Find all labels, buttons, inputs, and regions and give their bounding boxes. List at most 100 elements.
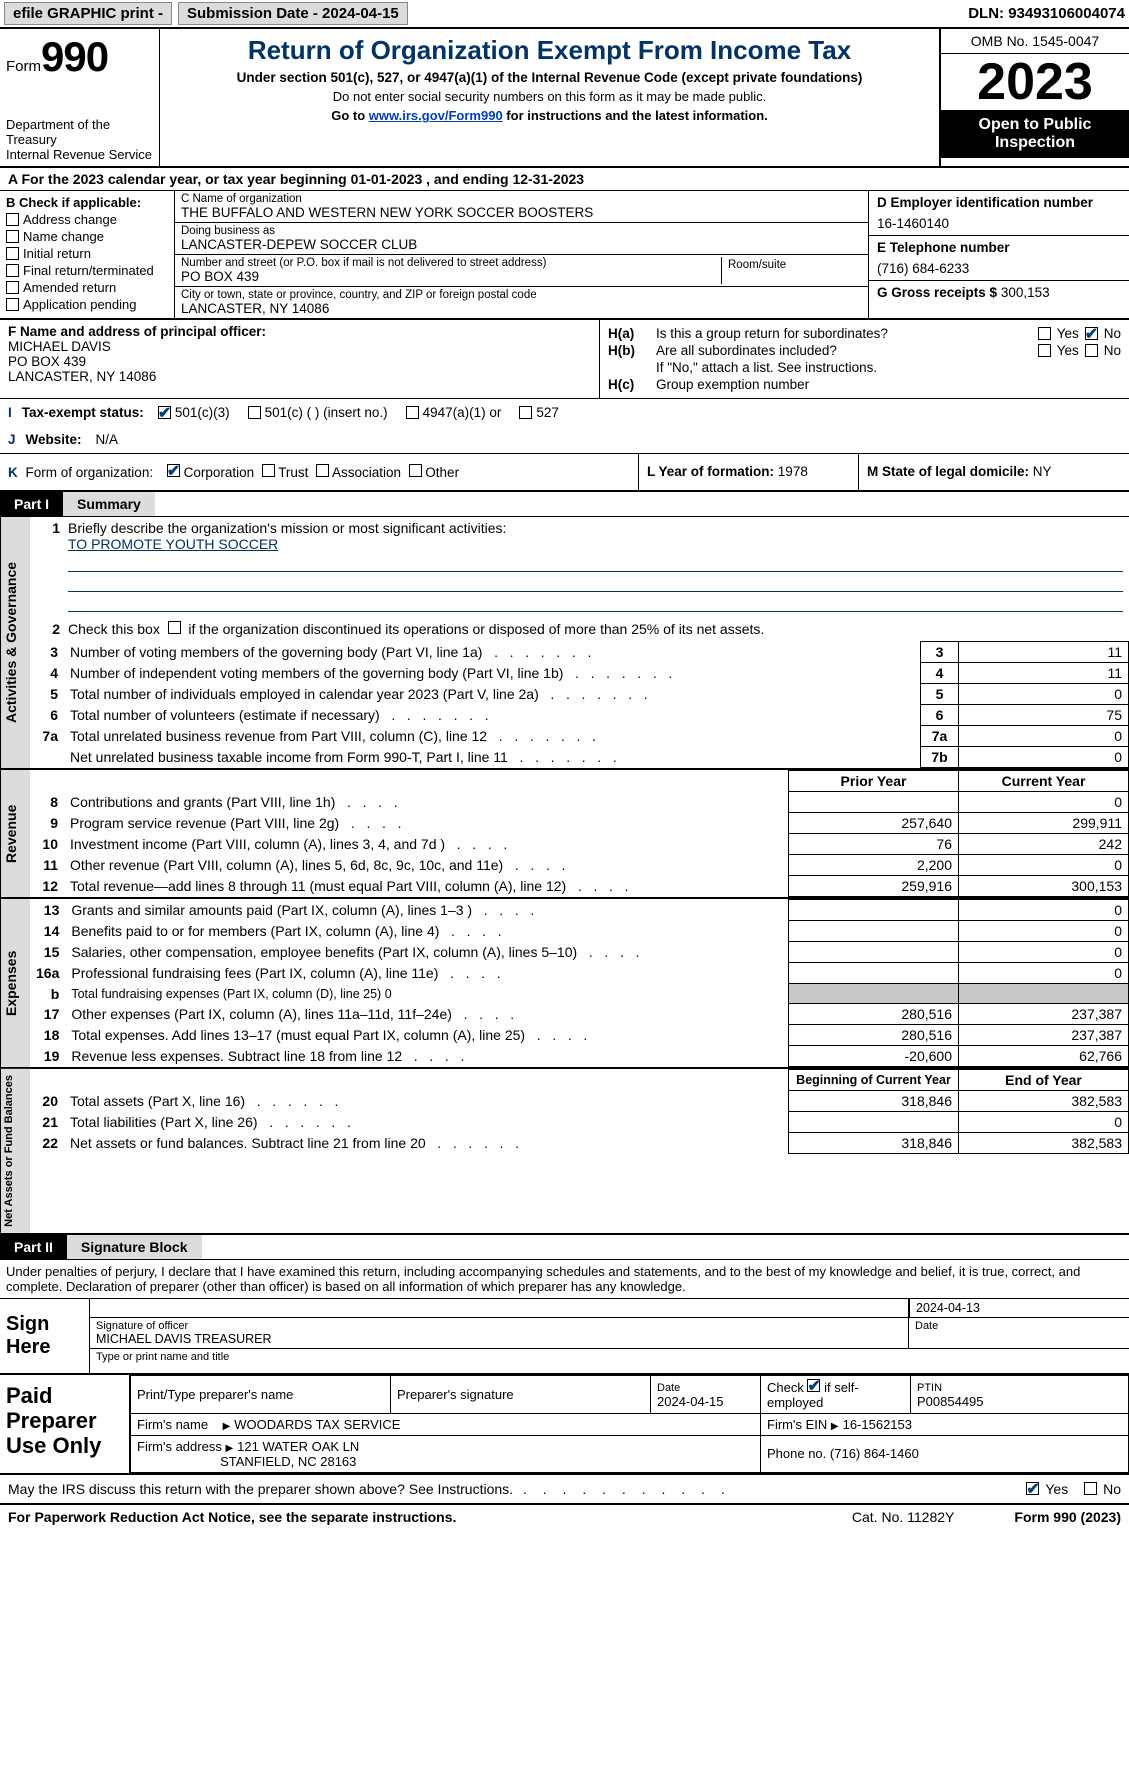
h-group-return: H(a) Is this a group return for subordin…	[600, 320, 1129, 398]
dept-text: Department of the Treasury Internal Reve…	[6, 117, 153, 162]
part-2-tab: Part II	[0, 1235, 67, 1259]
row-a-tax-year: A For the 2023 calendar year, or tax yea…	[0, 168, 1129, 191]
yes-label: Yes	[1045, 1481, 1068, 1497]
j-lead: J	[8, 432, 16, 447]
row-k-l-m: K Form of organization: Corporation Trus…	[0, 454, 1129, 492]
col-b-checkbox[interactable]	[6, 247, 19, 260]
no-label: No	[1104, 343, 1121, 358]
yes-label: Yes	[1057, 326, 1079, 341]
header-right: OMB No. 1545-0047 2023 Open to Public In…	[939, 29, 1129, 166]
city-value: LANCASTER, NY 14086	[181, 301, 862, 316]
header-left: Form990 Department of the Treasury Inter…	[0, 29, 160, 166]
col-b-checkbox[interactable]	[6, 281, 19, 294]
k-assoc-checkbox[interactable]	[316, 464, 329, 477]
hb-no-checkbox[interactable]	[1085, 344, 1098, 357]
mission-line-1	[68, 554, 1123, 572]
col-b-item: Name change	[6, 229, 168, 244]
link-pre: Go to	[331, 108, 369, 123]
link-note: Go to www.irs.gov/Form990 for instructio…	[170, 108, 929, 123]
k-corp-checkbox[interactable]	[167, 464, 180, 477]
col-b-text: Name change	[23, 229, 104, 244]
line-2-discontinued: Check this box Check this box if the org…	[68, 621, 1123, 637]
net-table: Beginning of Current YearEnd of Year20 T…	[30, 1069, 1129, 1154]
part-2-title: Signature Block	[67, 1235, 202, 1259]
org-name-label: C Name of organization	[181, 193, 862, 205]
discuss-no-checkbox[interactable]	[1084, 1482, 1097, 1495]
discuss-row: May the IRS discuss this return with the…	[0, 1475, 1129, 1505]
officer-label: F Name and address of principal officer:	[8, 324, 591, 339]
col-b-item: Initial return	[6, 246, 168, 261]
discuss-yes-checkbox[interactable]	[1026, 1482, 1039, 1495]
col-b-checkboxes: B Check if applicable: Address changeNam…	[0, 191, 175, 318]
k-trust-checkbox[interactable]	[262, 464, 275, 477]
m-state-domicile: M State of legal domicile: NY	[859, 454, 1129, 490]
part-1-header: Part I Summary	[0, 492, 1129, 517]
i-501c-checkbox[interactable]	[248, 406, 261, 419]
form-990-label: Form990	[6, 33, 153, 81]
addr-label: Number and street (or P.O. box if mail i…	[181, 257, 721, 269]
dba-name: LANCASTER-DEPEW SOCCER CLUB	[181, 237, 862, 252]
prep-selfemp-cell: Check if self-employed	[761, 1375, 911, 1413]
header-mid: Return of Organization Exempt From Incom…	[160, 29, 939, 166]
hb-yes-checkbox[interactable]	[1038, 344, 1051, 357]
col-b-checkbox[interactable]	[6, 213, 19, 226]
k-corp-label: Corporation	[184, 465, 255, 480]
tel-value: (716) 684-6233	[877, 261, 1121, 276]
k-lead: K	[8, 465, 18, 480]
gov-table: 3 Number of voting members of the govern…	[30, 641, 1129, 768]
sign-here-label: Sign Here	[0, 1299, 90, 1373]
col-b-text: Initial return	[23, 246, 91, 261]
no-label: No	[1104, 326, 1121, 341]
hb-note: If "No," attach a list. See instructions…	[608, 360, 1121, 375]
ha-label: H(a)	[608, 326, 650, 341]
k-other-checkbox[interactable]	[409, 464, 422, 477]
col-c-org-info: C Name of organization THE BUFFALO AND W…	[175, 191, 869, 318]
i-527-checkbox[interactable]	[519, 406, 532, 419]
paid-preparer-label: Paid Preparer Use Only	[0, 1375, 130, 1473]
i-4947-checkbox[interactable]	[406, 406, 419, 419]
col-b-item: Application pending	[6, 297, 168, 312]
org-name: THE BUFFALO AND WESTERN NEW YORK SOCCER …	[181, 205, 862, 220]
form-number: 990	[41, 33, 108, 80]
firm-phone-cell: Phone no. (716) 864-1460	[761, 1435, 1129, 1472]
dba-label: Doing business as	[181, 225, 862, 237]
ha-yes-checkbox[interactable]	[1038, 327, 1051, 340]
form-title: Return of Organization Exempt From Incom…	[170, 35, 929, 66]
revenue-vtab: Revenue	[0, 770, 30, 897]
firm-addr-cell: Firm's address 121 WATER OAK LN STANFIEL…	[131, 1435, 761, 1472]
col-b-checkbox[interactable]	[6, 298, 19, 311]
off-sig-label: Signature of officer	[96, 1320, 902, 1332]
type-name-label: Type or print name and title	[96, 1351, 1123, 1363]
net-vtab: Net Assets or Fund Balances	[0, 1069, 30, 1233]
officer-name: MICHAEL DAVIS	[8, 339, 591, 354]
discuss-question: May the IRS discuss this return with the…	[8, 1481, 513, 1497]
page-footer: For Paperwork Reduction Act Notice, see …	[0, 1505, 1129, 1529]
col-b-checkbox[interactable]	[6, 230, 19, 243]
addr-value: PO BOX 439	[181, 269, 721, 284]
part-2-header: Part II Signature Block	[0, 1235, 1129, 1260]
mission-label: Briefly describe the organization's miss…	[68, 520, 506, 536]
governance-vtab: Activities & Governance	[0, 517, 30, 768]
sign-here-block: Sign Here 2024-04-13 Signature of office…	[0, 1299, 1129, 1375]
website-value: N/A	[96, 432, 119, 447]
col-b-checkbox[interactable]	[6, 264, 19, 277]
form-footer-label: Form 990 (2023)	[1014, 1509, 1121, 1525]
hb-question: Are all subordinates included?	[656, 343, 837, 358]
tax-year: 2023	[941, 54, 1129, 110]
row-i-tax-status: I Tax-exempt status: 501(c)(3) 501(c) ( …	[0, 399, 1129, 426]
efile-button[interactable]: efile GRAPHIC print -	[4, 2, 172, 25]
l-value: 1978	[778, 464, 808, 479]
perjury-note: Under penalties of perjury, I declare th…	[0, 1260, 1129, 1299]
row-j-website: J Website: N/A	[0, 426, 1129, 454]
ha-no-checkbox[interactable]	[1085, 327, 1098, 340]
i-501c3-checkbox[interactable]	[158, 406, 171, 419]
irs-link[interactable]: www.irs.gov/Form990	[369, 108, 503, 123]
l2-checkbox[interactable]	[168, 621, 181, 634]
submission-date-button[interactable]: Submission Date - 2024-04-15	[178, 2, 408, 25]
room-label: Room/suite	[728, 259, 856, 271]
k-form-org: K Form of organization: Corporation Trus…	[0, 454, 639, 490]
form-prefix: Form	[6, 58, 41, 75]
selfemp-checkbox[interactable]	[807, 1379, 820, 1392]
col-b-item: Address change	[6, 212, 168, 227]
link-post: for instructions and the latest informat…	[503, 108, 768, 123]
